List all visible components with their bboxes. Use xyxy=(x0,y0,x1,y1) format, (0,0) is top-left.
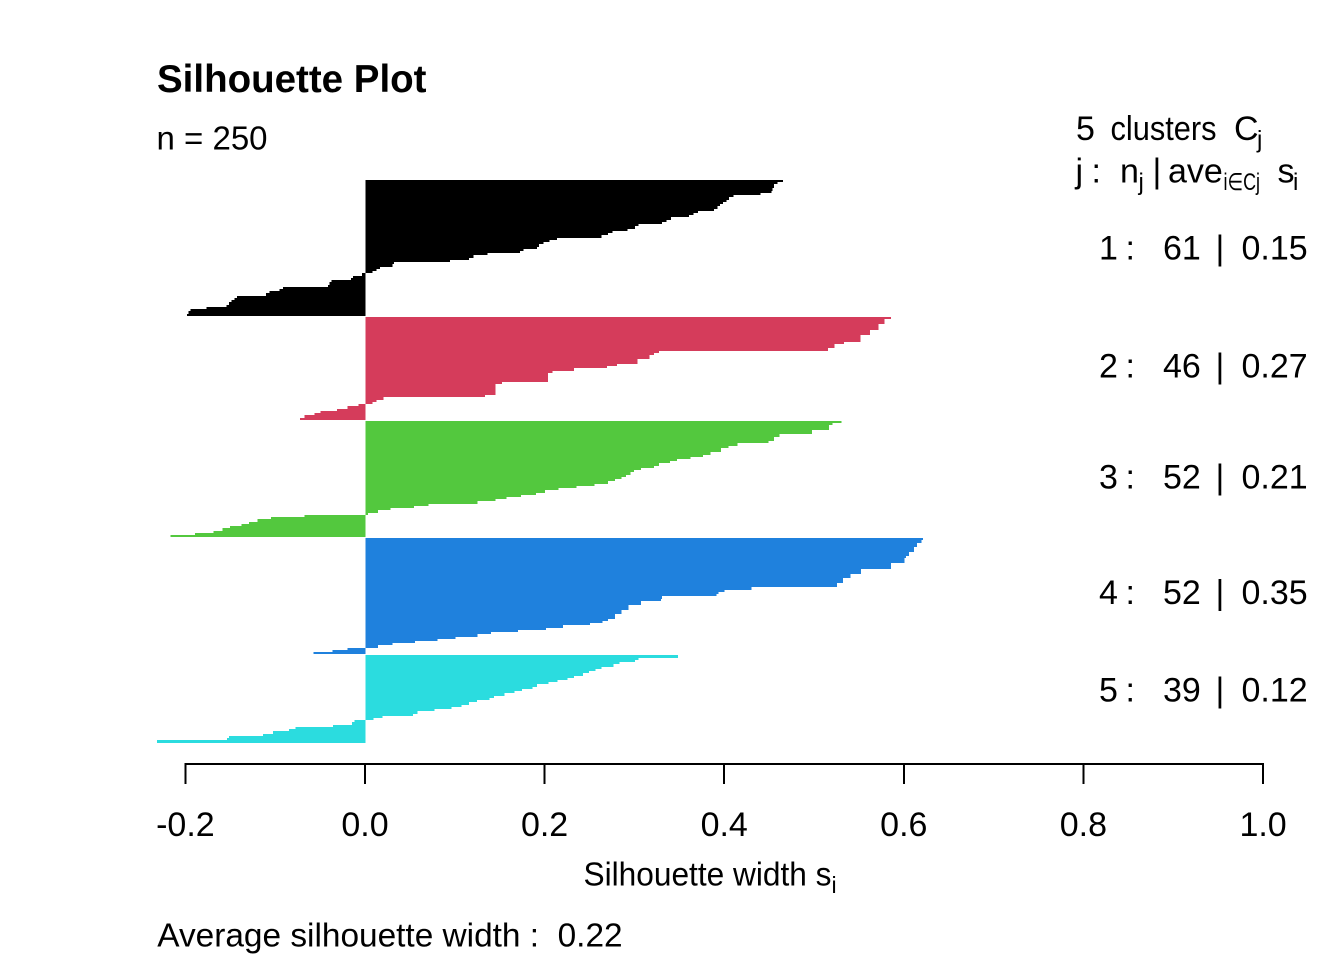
svg-text:1.0: 1.0 xyxy=(1239,806,1286,844)
svg-text:0.6: 0.6 xyxy=(880,806,927,844)
svg-text:0.8: 0.8 xyxy=(1060,806,1107,844)
svg-text:1:61|0.15: 1:61 | 0.15 xyxy=(1099,230,1308,268)
svg-text:3:52|0.21: 3:52 | 0.21 xyxy=(1099,459,1308,497)
svg-text:n = 250: n = 250 xyxy=(157,119,268,156)
svg-text:Silhouette Plot: Silhouette Plot xyxy=(157,58,427,101)
svg-text:4:52|0.35: 4:52 | 0.35 xyxy=(1099,574,1308,612)
svg-text:Silhouette width si: Silhouette width si xyxy=(584,856,837,899)
svg-text:Average silhouette width : 0.: Average silhouette width : 0.22 xyxy=(157,918,622,955)
svg-text:0.2: 0.2 xyxy=(521,806,568,844)
svg-text:2:46|0.27: 2:46 | 0.27 xyxy=(1099,348,1308,386)
svg-text:0.4: 0.4 xyxy=(701,806,748,844)
svg-text:-0.2: -0.2 xyxy=(156,806,215,844)
svg-text:5:39|0.12: 5:39 | 0.12 xyxy=(1099,672,1308,710)
svg-text:0.0: 0.0 xyxy=(341,806,388,844)
